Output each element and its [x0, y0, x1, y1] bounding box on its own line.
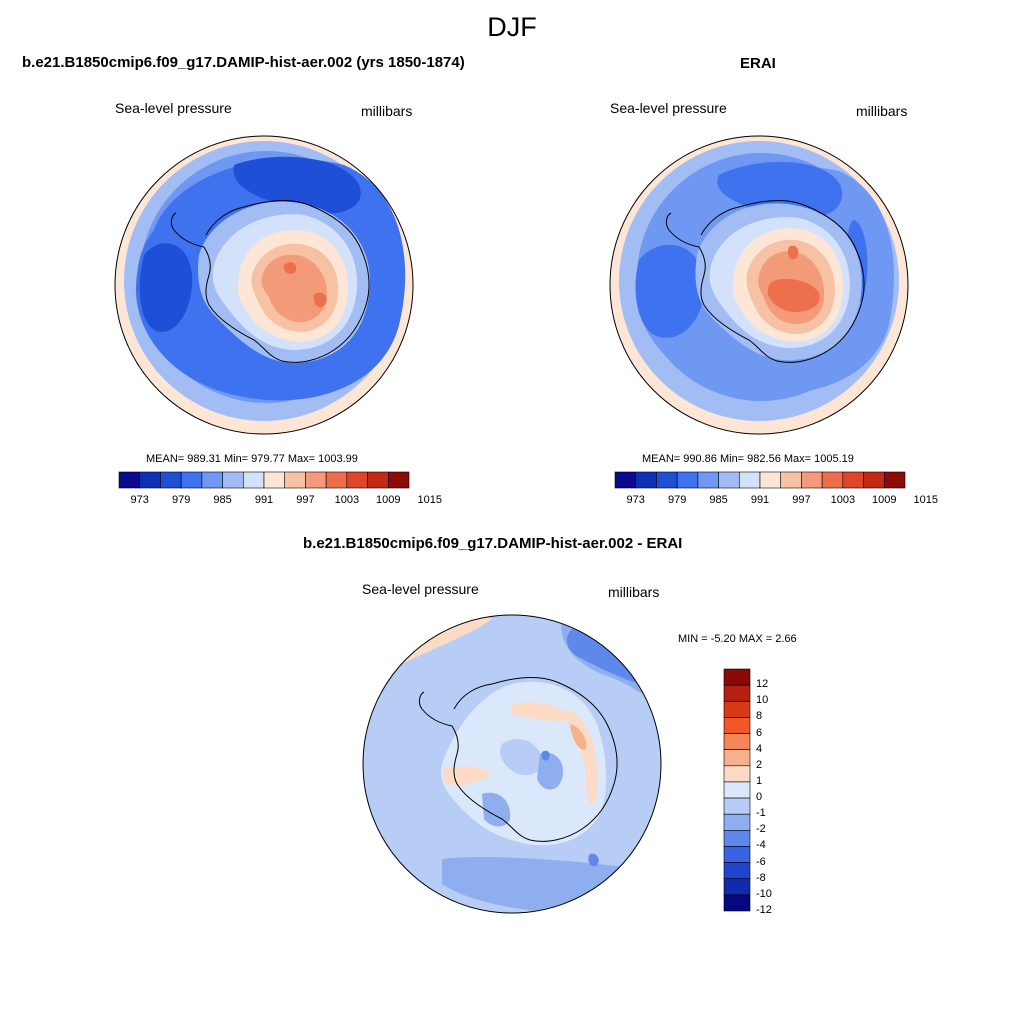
model-panel-title: b.e21.B1850cmip6.f09_g17.DAMIP-hist-aer.… — [22, 54, 465, 71]
diff-colorbar-box — [723, 765, 751, 783]
diff-colorbar-box — [723, 749, 751, 767]
obs-colorbar-label: 973 — [626, 494, 645, 506]
obs-colorbar-label: 1015 — [913, 494, 938, 506]
obs-slp-map — [609, 135, 909, 435]
model-colorbar-label: 991 — [254, 494, 274, 506]
model-colorbar-box — [201, 471, 223, 489]
diff-colorbar-label: -10 — [756, 887, 772, 900]
obs-colorbar-box — [842, 471, 864, 489]
obs-colorbar-label: 1003 — [830, 494, 856, 506]
model-colorbar-box — [263, 471, 286, 489]
diff-colorbar-box — [723, 781, 751, 799]
model-variable-label: Sea-level pressure — [115, 100, 232, 116]
diff-colorbar-label: -12 — [756, 904, 772, 916]
obs-stats: MEAN= 990.86 Min= 982.56 Max= 1005.19 — [642, 453, 854, 465]
diff-colorbar-box — [723, 700, 751, 718]
diff-colorbar-box — [723, 846, 751, 863]
obs-colorbar-label: 985 — [709, 494, 728, 506]
obs-colorbar-label: 1009 — [872, 494, 897, 506]
diff-colorbar-label: 10 — [756, 694, 769, 707]
model-colorbar-box — [284, 471, 306, 489]
obs-colorbar-box — [821, 471, 844, 489]
model-colorbar-box — [242, 471, 265, 489]
model-colorbar-label: 997 — [296, 494, 315, 506]
obs-variable-label: Sea-level pressure — [610, 100, 727, 116]
diff-minmax: MIN = -5.20 MAX = 2.66 — [678, 633, 797, 645]
diff-colorbar-label: -8 — [756, 871, 766, 884]
diff-colorbar-label: 4 — [756, 742, 763, 755]
diff-colorbar-box — [723, 733, 751, 750]
model-colorbar-box — [118, 471, 141, 489]
diff-colorbar-box — [723, 668, 751, 686]
obs-colorbar-box — [738, 471, 761, 489]
obs-colorbar-box — [656, 471, 678, 489]
model-colorbar — [118, 471, 410, 489]
diff-colorbar-box — [723, 878, 751, 896]
diff-slp-map — [362, 614, 662, 914]
diff-colorbar-box — [723, 684, 751, 702]
model-slp-map — [114, 135, 414, 435]
model-colorbar-label: 1009 — [376, 494, 401, 506]
obs-panel-title: ERAI — [740, 55, 776, 72]
model-units-label: millibars — [361, 103, 413, 119]
diff-colorbar-label: 1 — [756, 774, 763, 787]
obs-colorbar-box — [635, 471, 657, 489]
model-colorbar-box — [325, 471, 348, 489]
diff-colorbar-label: 8 — [756, 710, 763, 723]
model-colorbar-label: 979 — [171, 494, 191, 506]
diff-colorbar-label: 0 — [756, 791, 763, 804]
diff-colorbar-box — [723, 797, 751, 815]
diff-colorbar-box — [723, 813, 751, 831]
obs-colorbar-box — [883, 471, 906, 489]
diff-colorbar-box — [723, 830, 751, 847]
obs-colorbar-box — [697, 471, 719, 489]
diff-colorbar-box — [723, 894, 751, 912]
model-colorbar-label: 1015 — [417, 494, 442, 506]
model-colorbar-box — [180, 471, 203, 489]
diff-units-label: millibars — [608, 584, 660, 600]
obs-colorbar-box — [759, 471, 782, 489]
diff-colorbar-box — [723, 717, 751, 734]
model-colorbar-box — [139, 471, 161, 489]
model-colorbar-box — [367, 471, 389, 489]
obs-colorbar-label: 997 — [792, 494, 811, 506]
obs-colorbar-box — [676, 471, 699, 489]
diff-variable-label: Sea-level pressure — [362, 581, 479, 597]
model-stats: MEAN= 989.31 Min= 979.77 Max= 1003.99 — [146, 453, 358, 465]
season-title: DJF — [487, 12, 537, 42]
model-colorbar-box — [305, 471, 327, 489]
obs-units-label: millibars — [856, 103, 908, 119]
obs-colorbar-box — [718, 471, 740, 489]
obs-colorbar-box — [801, 471, 823, 489]
diff-colorbar-label: -4 — [756, 839, 766, 852]
obs-colorbar-box — [780, 471, 802, 489]
diff-colorbar-box — [723, 862, 751, 880]
obs-colorbar-label: 979 — [667, 494, 687, 506]
model-colorbar-box — [222, 471, 244, 489]
obs-colorbar-label: 991 — [750, 494, 770, 506]
diff-panel-title: b.e21.B1850cmip6.f09_g17.DAMIP-hist-aer.… — [303, 535, 683, 552]
model-colorbar-box — [346, 471, 368, 489]
diff-colorbar-label: 12 — [756, 678, 769, 691]
diff-colorbar — [723, 668, 751, 912]
diff-colorbar-label: -6 — [756, 855, 766, 868]
diff-colorbar-label: -1 — [756, 807, 766, 820]
model-colorbar-label: 985 — [213, 494, 232, 506]
model-colorbar-box — [387, 471, 410, 489]
diff-colorbar-label: 6 — [756, 726, 763, 739]
model-colorbar-label: 1003 — [334, 494, 360, 506]
diff-colorbar-label: -2 — [756, 823, 766, 836]
obs-colorbar-box — [863, 471, 885, 489]
obs-colorbar-box — [614, 471, 637, 489]
diff-colorbar-label: 2 — [756, 758, 763, 771]
obs-colorbar — [614, 471, 906, 489]
model-colorbar-label: 973 — [130, 494, 149, 506]
model-colorbar-box — [160, 471, 182, 489]
